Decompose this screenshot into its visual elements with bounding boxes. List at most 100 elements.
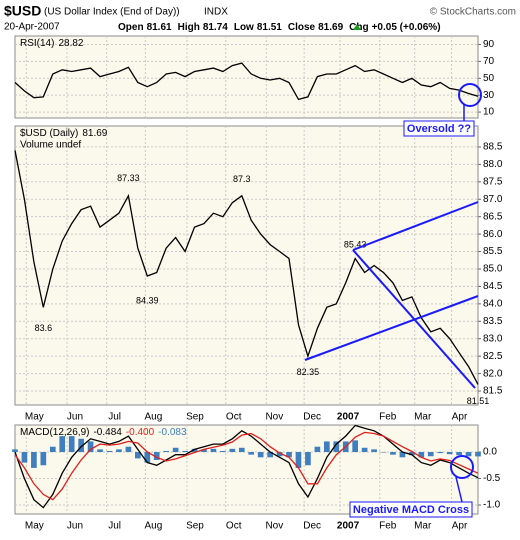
histogram-bar [106, 450, 113, 453]
quote-label: High [178, 22, 200, 33]
histogram-bar [257, 452, 264, 458]
up-arrow [353, 24, 361, 30]
y-tick-label: 86.0 [483, 229, 503, 240]
x-tick-label: May [25, 412, 44, 423]
histogram-bar [144, 452, 151, 463]
x-tick-label: Nov [265, 412, 283, 423]
exchange: INDX [204, 7, 228, 18]
panel-label-text: $USD (Daily) [20, 128, 78, 139]
callout-circle [450, 455, 474, 479]
price-label: 81.51 [467, 396, 490, 406]
x-tick-label: Aug [144, 521, 162, 532]
histogram-bar [229, 448, 236, 453]
y-tick-label: 88.5 [483, 142, 503, 153]
panel-label: RSI(14) 28.82 [20, 38, 84, 49]
x-tick-label: Jun [67, 412, 83, 423]
y-tick-label: 85.5 [483, 246, 503, 257]
y-tick-label: 88.0 [483, 159, 503, 170]
x-tick-label: Feb [379, 412, 397, 423]
histogram-bar [399, 452, 406, 458]
price-label: 84.39 [136, 296, 159, 306]
quote: Open81.61High81.74Low81.51Close81.69Chg+… [118, 22, 441, 33]
panel-background [14, 424, 479, 515]
histogram-bar [97, 449, 103, 453]
histogram-bar [380, 452, 387, 453]
x-tick-label: Dec [303, 412, 321, 423]
histogram-bar [191, 448, 198, 453]
histogram-bar [163, 450, 170, 453]
histogram-bar [437, 452, 444, 454]
quote-value: 81.61 [147, 22, 172, 33]
histogram-bar [361, 447, 368, 453]
histogram-bar [201, 449, 207, 453]
x-tick-label: Jul [108, 412, 121, 423]
quote-label: Open [118, 22, 144, 33]
histogram-bar [286, 452, 292, 458]
histogram-bar [87, 441, 94, 453]
histogram-bar [116, 449, 122, 453]
histogram-bar [305, 452, 311, 466]
x-tick-label: May [25, 521, 44, 532]
y-tick-label: -1.0 [483, 500, 501, 511]
histogram-bar [248, 452, 255, 455]
price-label: 85.43 [344, 239, 367, 249]
x-tick-label: Mar [414, 412, 432, 423]
histogram-bar [295, 452, 302, 468]
y-tick-label: 0.0 [483, 447, 497, 458]
date: 20-Apr-2007 [4, 22, 60, 33]
panel-label: MACD(12,26,9) -0.484 -0.400 -0.083 [20, 427, 187, 438]
histogram-bar [418, 452, 425, 458]
x-tick-label: Aug [144, 412, 162, 423]
histogram-bar [333, 441, 340, 453]
x-tick-label: Mar [414, 521, 432, 532]
price-label: 87.3 [233, 174, 251, 184]
histogram-bar [314, 446, 321, 453]
histogram-bar [409, 452, 415, 456]
trend-line [352, 201, 479, 251]
histogram-bar [465, 452, 472, 457]
copyright: © StockCharts.com [430, 7, 516, 18]
histogram-bar [59, 436, 66, 453]
histogram-bar [390, 452, 396, 455]
y-tick-label: 90 [483, 39, 495, 50]
y-tick-label: 83.0 [483, 333, 503, 344]
histogram-bar [267, 452, 273, 458]
series-line [14, 424, 479, 509]
y-tick-label: 82.0 [483, 368, 503, 379]
quote-value: 81.51 [257, 22, 282, 33]
histogram-bar [21, 452, 28, 463]
quote-value: +0.05 (+0.06%) [372, 22, 441, 33]
histogram-bar [210, 448, 217, 453]
y-tick-label: 50 [483, 73, 495, 84]
y-tick-label: 84.5 [483, 281, 503, 292]
callout-circle [458, 83, 482, 107]
panel-label-value: 28.82 [58, 38, 83, 49]
symbol: $USD [4, 3, 41, 19]
callout-text: Oversold ?? [407, 123, 471, 135]
y-tick-label: 84.0 [483, 299, 503, 310]
panel-background [14, 125, 479, 406]
callout-box [349, 501, 473, 518]
histogram-bar [135, 452, 141, 459]
y-tick-label: 70 [483, 56, 495, 67]
x-tick-label: 2007 [337, 412, 360, 423]
quote-value: 81.69 [318, 22, 343, 33]
price-label: 82.35 [297, 367, 320, 377]
panel-sublabel: Volume undef [20, 140, 81, 151]
histogram-bar [12, 449, 18, 453]
panel-background [14, 35, 479, 119]
x-tick-label: Sep [186, 412, 204, 423]
panel-label-value: -0.484 [93, 427, 122, 438]
y-tick-label: 87.0 [483, 194, 503, 205]
y-tick-label: 86.5 [483, 211, 503, 222]
x-tick-label: 2007 [337, 521, 360, 532]
histogram-bar [172, 447, 179, 453]
x-tick-label: Jul [108, 521, 121, 532]
y-tick-label: 81.5 [483, 386, 503, 397]
price-label: 87.33 [117, 173, 140, 183]
y-tick-label: 87.5 [483, 176, 503, 187]
panel-label-value: 81.69 [82, 128, 107, 139]
series-line [14, 150, 479, 385]
histogram-bar [31, 452, 37, 468]
